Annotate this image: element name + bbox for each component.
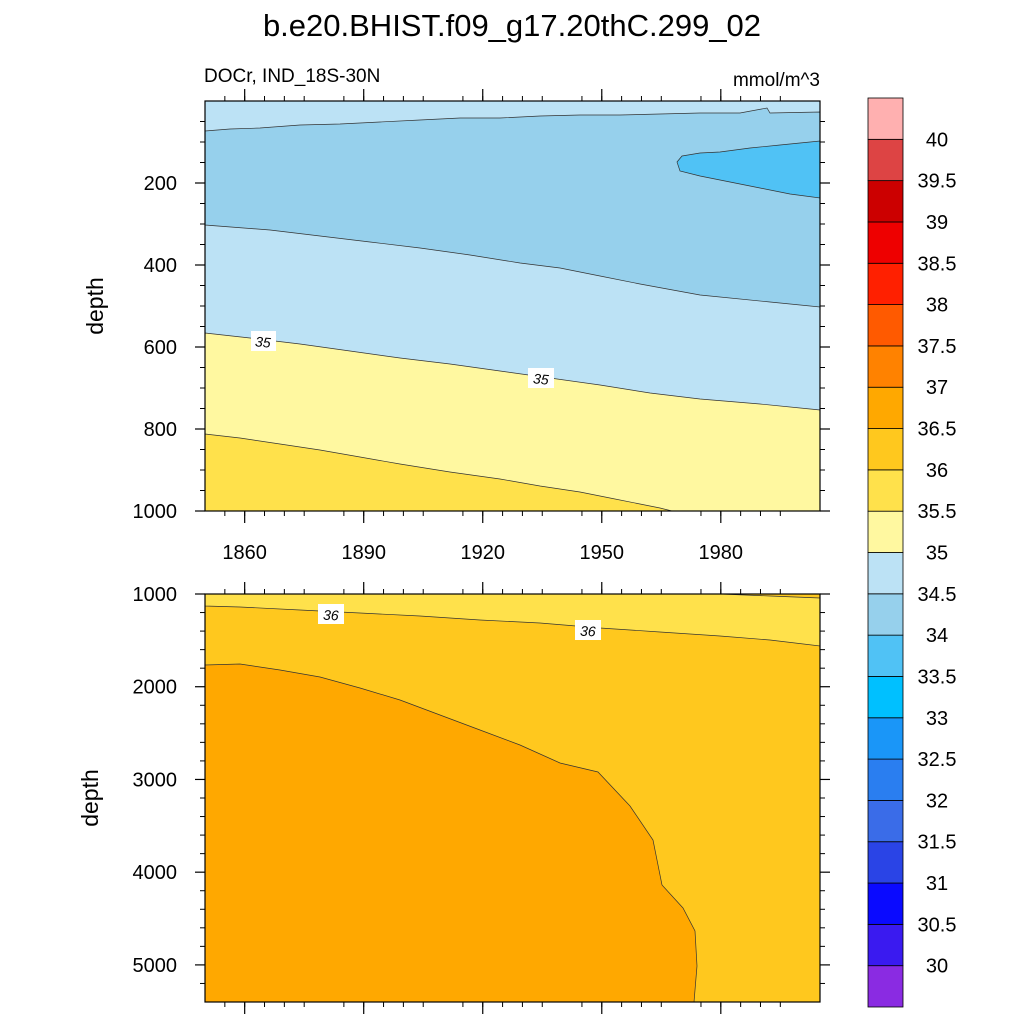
colorbar-swatch — [867, 841, 904, 884]
colorbar-swatch — [867, 717, 904, 760]
y-tick-label: 1000 — [133, 584, 178, 606]
y-tick-label: 400 — [144, 255, 177, 277]
upper-panel: 200 400 600 800 1000 35 35 depth — [82, 89, 830, 523]
region-36.5-37 — [204, 663, 698, 1003]
colorbar-label: 38 — [926, 295, 948, 317]
chart-title: b.e20.BHIST.f09_g17.20thC.299_02 — [263, 8, 761, 43]
colorbar-swatch — [867, 469, 904, 512]
y-tick-label: 1000 — [133, 501, 178, 523]
contour-label-box — [528, 368, 554, 388]
contour-label-box — [251, 331, 276, 351]
colorbar-label: 37.5 — [918, 336, 957, 358]
region-34-34.5 — [204, 107, 821, 308]
colorbar-swatch — [867, 386, 904, 429]
contour-label: 35 — [532, 370, 549, 387]
colorbar-swatch — [867, 800, 904, 843]
colorbar-label: 37 — [926, 377, 948, 399]
colorbar-swatch — [867, 965, 904, 1008]
upper-contour-labels: 35 35 — [251, 331, 554, 388]
colorbar-swatch — [867, 180, 904, 223]
colorbar-swatch — [867, 221, 904, 264]
colorbar-label: 36 — [926, 460, 948, 482]
colorbar-label: 33.5 — [918, 666, 957, 688]
contour-label-box — [575, 620, 601, 640]
colorbar-swatch — [867, 510, 904, 553]
y-tick-label: 600 — [144, 337, 177, 359]
contour-label: 35 — [254, 333, 271, 350]
colorbar-label: 36.5 — [918, 419, 957, 441]
colorbar-label: 30.5 — [918, 914, 957, 936]
colorbar-label: 32.5 — [918, 749, 957, 771]
units-label: mmol/m^3 — [733, 70, 820, 91]
colorbar-swatch — [867, 304, 904, 347]
colorbar-label: 31 — [926, 873, 948, 895]
colorbar-swatch — [867, 882, 904, 925]
colorbar-label: 31.5 — [918, 832, 957, 854]
variable-label: DOCr, IND_18S-30N — [204, 66, 380, 87]
lower-contour-labels: 36 36 — [318, 604, 601, 640]
lower-y-axis-label: depth — [77, 769, 103, 827]
colorbar-swatch — [867, 97, 904, 140]
colorbar-label: 33 — [926, 708, 948, 730]
upper-y-ticks: 200 400 600 800 1000 — [133, 121, 830, 523]
colorbar-swatch — [867, 552, 904, 595]
x-tick-label: 1860 — [222, 542, 267, 564]
colorbar-label: 34 — [926, 625, 948, 647]
colorbar — [867, 97, 904, 1008]
colorbar-label: 35 — [926, 543, 948, 565]
lower-y-ticks: 1000 2000 3000 4000 5000 — [133, 584, 830, 984]
upper-y-axis-label: depth — [82, 277, 108, 335]
colorbar-swatch — [867, 758, 904, 801]
y-tick-label: 3000 — [133, 769, 178, 791]
y-tick-label: 4000 — [133, 862, 178, 884]
colorbar-label: 38.5 — [918, 253, 957, 275]
colorbar-label: 30 — [926, 956, 948, 978]
colorbar-label: 39.5 — [918, 171, 957, 193]
colorbar-label: 35.5 — [918, 501, 957, 523]
colorbar-swatch — [867, 428, 904, 471]
x-tick-label: 1890 — [341, 542, 386, 564]
lower-x-ticks — [224, 582, 781, 1014]
colorbar-label: 34.5 — [918, 584, 957, 606]
x-tick-labels: 1860 1890 1920 1950 1980 — [222, 542, 743, 564]
colorbar-swatch — [867, 262, 904, 305]
y-tick-label: 2000 — [133, 677, 178, 699]
lower-panel: 1000 2000 3000 4000 5000 36 36 depth — [77, 582, 830, 1014]
y-tick-label: 800 — [144, 419, 177, 441]
colorbar-swatch — [867, 138, 904, 182]
x-tick-label: 1980 — [699, 542, 744, 564]
x-tick-label: 1920 — [460, 542, 505, 564]
upper-x-minor-ticks — [224, 96, 781, 516]
colorbar-label: 40 — [926, 129, 948, 151]
colorbar-swatch — [867, 676, 904, 719]
colorbar-labels: 30 30.5 31 31.5 32 32.5 33 33.5 34 34.5 35 35.5 36 36… — [918, 129, 957, 977]
y-tick-label: 5000 — [133, 955, 178, 977]
region-35.5-36-upper — [204, 433, 673, 512]
y-tick-label: 200 — [144, 173, 177, 195]
contour-label: 36 — [580, 623, 597, 640]
x-tick-label: 1950 — [580, 542, 625, 564]
colorbar-swatch — [867, 593, 904, 636]
colorbar-swatch — [867, 345, 904, 388]
contour-label: 36 — [323, 607, 340, 624]
colorbar-swatch — [867, 634, 904, 677]
colorbar-label: 39 — [926, 212, 948, 234]
contour-label-box — [318, 604, 344, 624]
colorbar-label: 32 — [926, 790, 948, 812]
colorbar-swatch — [867, 923, 904, 967]
